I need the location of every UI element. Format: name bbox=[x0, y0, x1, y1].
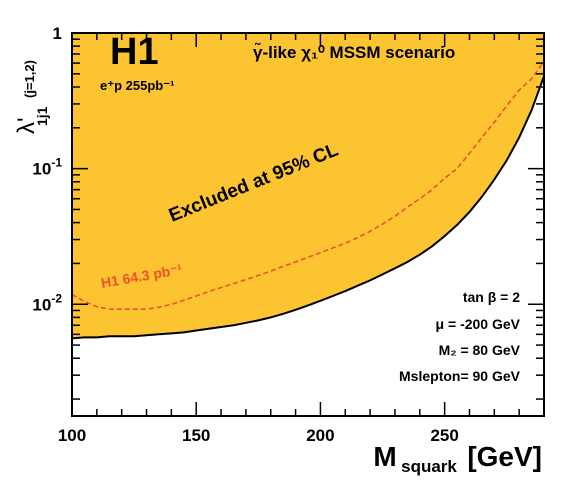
y-axis-label-main: λ' bbox=[13, 117, 40, 134]
annotation-mu: μ = -200 GeV bbox=[436, 316, 521, 332]
plot-marks bbox=[71, 33, 545, 340]
y-axis-label-sub: 1j1 bbox=[34, 106, 50, 126]
annotation-mslepton: Mslepton= 90 GeV bbox=[399, 368, 521, 384]
y-axis-label: λ' 1j1 (j=1,2) bbox=[13, 60, 50, 134]
annotation-tan-beta: tan β = 2 bbox=[463, 289, 520, 305]
chart-title: H1 bbox=[110, 31, 159, 73]
plot-frame bbox=[71, 32, 545, 417]
scenario-label: γ̃-like χ₁⁰ MSSM scenario bbox=[253, 42, 455, 62]
x-tick-label: 150 bbox=[182, 426, 210, 445]
chart-subtitle: e⁺p 255pb⁻¹ bbox=[100, 78, 174, 93]
y-axis-ticks: 10-2 10-1 1 bbox=[32, 24, 544, 400]
x-axis-label-sub: squark bbox=[401, 457, 457, 476]
y-tick-label: 10-2 bbox=[32, 291, 62, 314]
parameter-annotations: tan β = 2 μ = -200 GeV M₂ = 80 GeV Mslep… bbox=[399, 289, 521, 384]
annotation-m2: M₂ = 80 GeV bbox=[439, 342, 521, 358]
x-axis-ticks: 100 150 200 250 bbox=[58, 33, 545, 445]
y-tick-label: 1 bbox=[53, 24, 62, 43]
x-axis-label: M squark [GeV] bbox=[373, 441, 542, 476]
x-axis-label-main: M bbox=[373, 441, 396, 472]
x-tick-label: 200 bbox=[306, 426, 334, 445]
x-axis-label-unit: [GeV] bbox=[467, 441, 542, 472]
x-tick-label: 250 bbox=[430, 426, 458, 445]
exclusion-limit-curve bbox=[71, 75, 545, 340]
excluded-region-fill bbox=[72, 33, 544, 339]
h1-64pb-dashed-curve bbox=[71, 60, 545, 311]
y-tick-label: 10-1 bbox=[32, 156, 62, 179]
y-axis-label-sup: (j=1,2) bbox=[22, 60, 37, 98]
x-tick-label: 100 bbox=[58, 426, 86, 445]
